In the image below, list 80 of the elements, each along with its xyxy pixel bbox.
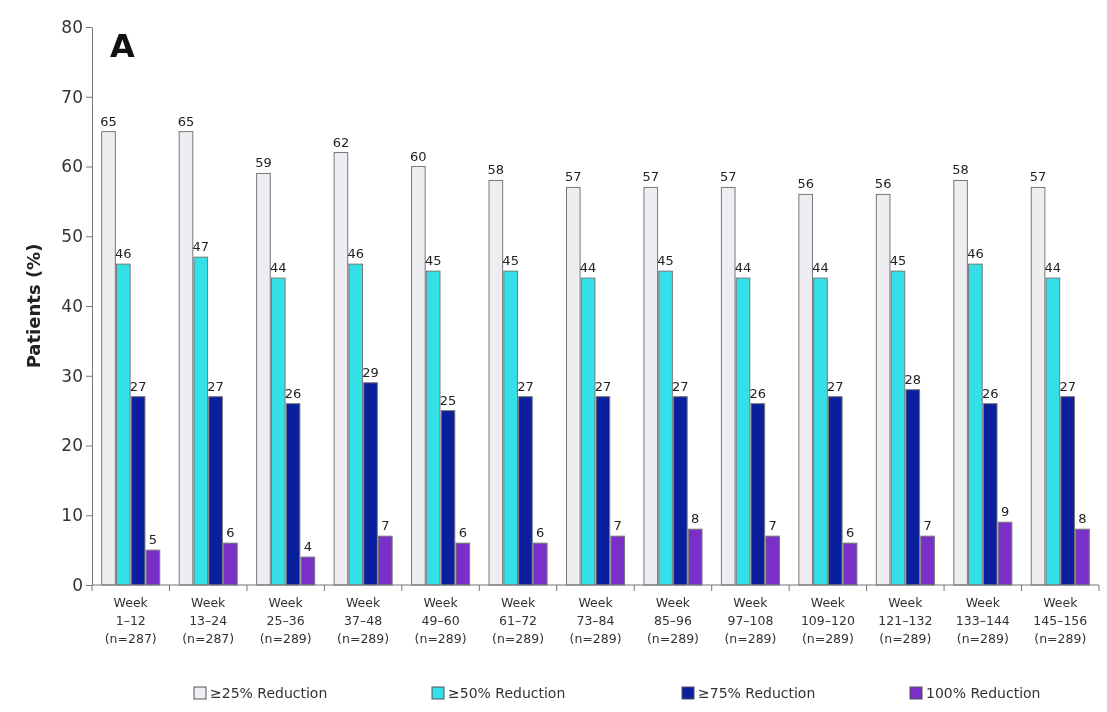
- data-label: 5: [148, 532, 158, 548]
- data-label: 7: [768, 518, 777, 534]
- x-tick-label: Week 85–96 (n=289): [646, 595, 699, 646]
- legend-label: ≥25% Reduction: [210, 685, 328, 701]
- y-tick-label: 50: [61, 226, 83, 247]
- data-label: 7: [613, 518, 622, 534]
- data-label: 6: [536, 525, 545, 541]
- data-label: 58: [487, 162, 505, 178]
- x-tick-label: Week 61–72 (n=289): [492, 595, 545, 646]
- x-tick-label: Week 1–12 (n=287): [104, 595, 157, 646]
- data-label: 26: [284, 385, 302, 401]
- x-tick-label: Week 37–48 (n=289): [337, 595, 390, 646]
- data-label: 44: [579, 260, 597, 276]
- data-label: 4: [303, 539, 313, 555]
- y-tick-label: 0: [72, 574, 83, 595]
- data-label: 8: [691, 511, 700, 527]
- data-label: 60: [410, 148, 427, 164]
- data-label: 65: [100, 113, 117, 129]
- y-tick-label: 40: [61, 295, 83, 316]
- legend-label: ≥50% Reduction: [448, 685, 566, 701]
- data-label: 56: [874, 176, 892, 192]
- y-tick-label: 70: [61, 86, 83, 107]
- data-label: 27: [1059, 378, 1076, 394]
- x-tick-label: Week 145–156 (n=289): [1033, 595, 1088, 646]
- data-label: 26: [749, 385, 767, 401]
- data-label: 44: [812, 260, 829, 276]
- data-label: 6: [458, 525, 467, 541]
- data-label: 45: [502, 253, 519, 269]
- data-label: 7: [923, 518, 932, 534]
- y-tick-label: 20: [61, 435, 83, 456]
- data-label: 27: [827, 378, 844, 394]
- data-label: 45: [889, 253, 907, 269]
- data-label: 9: [1000, 504, 1010, 520]
- data-label: 27: [672, 378, 689, 394]
- data-label: 27: [207, 378, 224, 394]
- data-label: 27: [129, 378, 147, 394]
- data-label: 27: [594, 378, 612, 394]
- x-tick-label: Week 49–60 (n=289): [414, 595, 467, 646]
- data-label: 45: [424, 253, 442, 269]
- data-label: 44: [269, 260, 287, 276]
- data-label: 7: [381, 518, 390, 534]
- legend-label: 100% Reduction: [926, 685, 1041, 701]
- data-label: 6: [226, 525, 235, 541]
- y-tick-label: 80: [61, 16, 83, 37]
- data-label: 57: [565, 169, 582, 185]
- data-label: 56: [797, 176, 814, 192]
- y-axis-title: Patients (%): [23, 243, 44, 369]
- data-label: 59: [255, 155, 272, 171]
- x-tick-label: Week 109–120 (n=289): [800, 595, 855, 646]
- data-label: 45: [657, 253, 674, 269]
- data-label: 46: [115, 246, 132, 262]
- data-label: 29: [362, 364, 379, 380]
- data-label: 62: [332, 134, 350, 150]
- data-label: 6: [845, 525, 855, 541]
- data-label: 27: [517, 378, 534, 394]
- data-label: 58: [952, 162, 969, 178]
- data-label: 46: [967, 246, 984, 262]
- x-tick-label: Week 97–108 (n=289): [724, 595, 777, 646]
- y-tick-label: 30: [61, 365, 83, 386]
- data-label: 57: [642, 169, 660, 185]
- data-label: 46: [347, 246, 364, 262]
- x-tick-label: Week 73–84 (n=289): [569, 595, 622, 646]
- data-label: 8: [1078, 511, 1087, 527]
- data-label: 26: [981, 385, 999, 401]
- data-label: 57: [1029, 169, 1047, 185]
- x-tick-label: Week 121–132 (n=289): [878, 595, 933, 646]
- data-label: 44: [734, 260, 752, 276]
- data-label: 57: [719, 169, 737, 185]
- chart-title: A: [110, 27, 135, 65]
- y-tick-label: 10: [61, 505, 83, 526]
- data-label: 44: [1044, 260, 1062, 276]
- data-label: 28: [904, 371, 922, 387]
- data-label: 25: [439, 392, 457, 408]
- data-label: 47: [192, 239, 210, 255]
- y-tick-label: 60: [61, 156, 83, 177]
- legend-label: ≥75% Reduction: [698, 685, 816, 701]
- data-label: 65: [177, 113, 195, 129]
- x-tick-label: Week 25–36 (n=289): [259, 595, 312, 646]
- x-tick-label: Week 133–144 (n=289): [955, 595, 1010, 646]
- x-tick-label: Week 13–24 (n=287): [182, 595, 235, 646]
